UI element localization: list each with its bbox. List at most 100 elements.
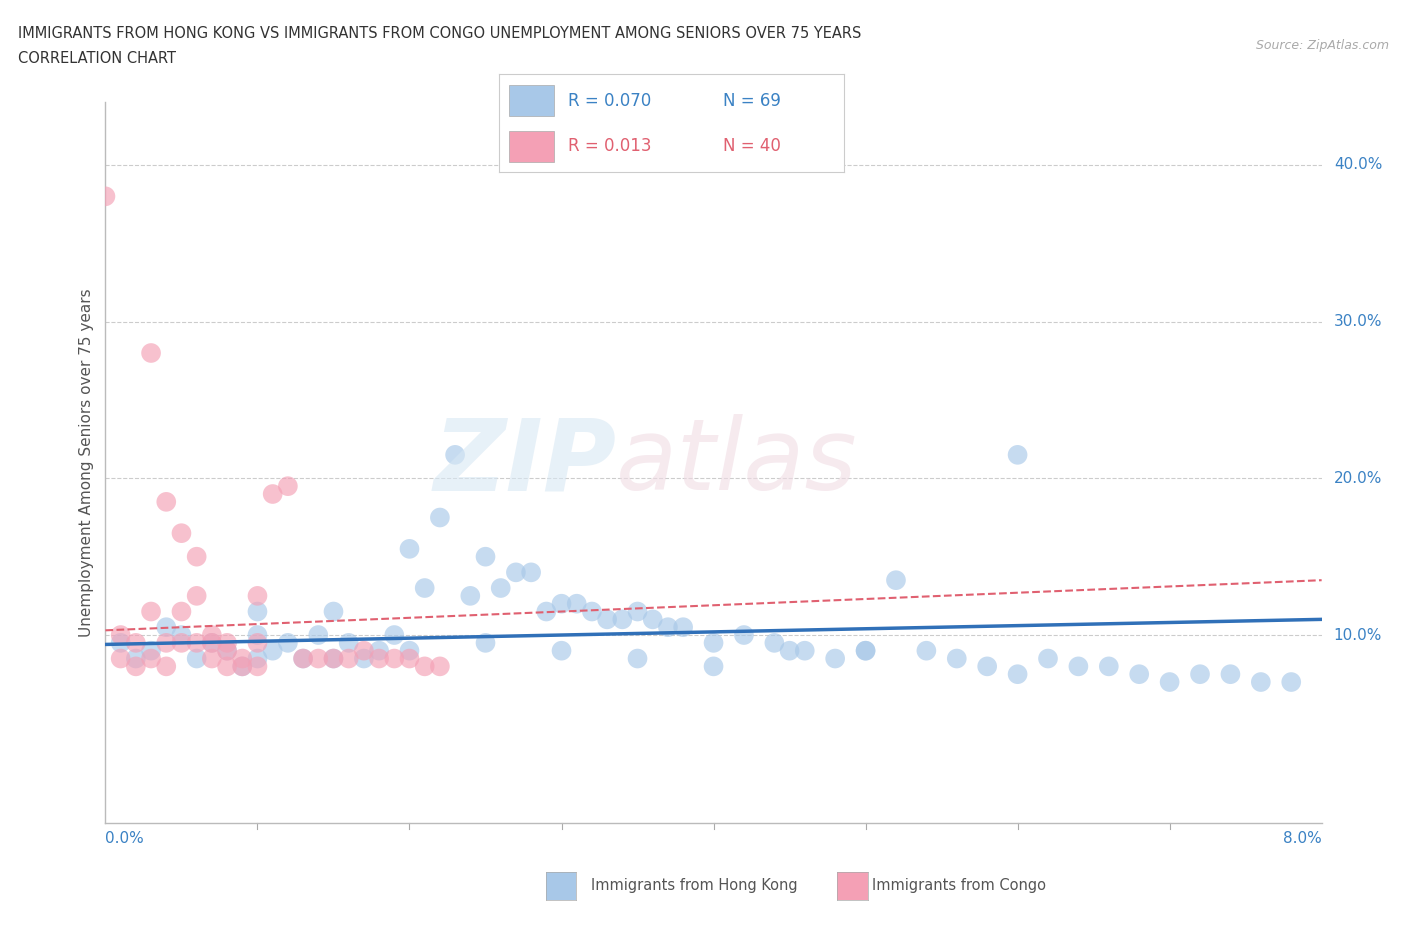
Point bbox=[413, 580, 436, 595]
Point bbox=[458, 589, 481, 604]
Point bbox=[1036, 651, 1059, 666]
Point bbox=[581, 604, 603, 619]
Point bbox=[1007, 447, 1029, 462]
Point bbox=[217, 635, 239, 650]
Point bbox=[246, 589, 269, 604]
Point bbox=[155, 635, 177, 650]
Point bbox=[170, 635, 193, 650]
Point bbox=[489, 580, 512, 595]
Point bbox=[322, 604, 344, 619]
Point bbox=[429, 659, 451, 674]
Point bbox=[626, 651, 648, 666]
Point bbox=[217, 659, 239, 674]
Point bbox=[246, 604, 269, 619]
Point bbox=[139, 644, 162, 658]
Point bbox=[474, 550, 496, 565]
Point bbox=[322, 651, 344, 666]
Point bbox=[1188, 667, 1211, 682]
Point bbox=[596, 612, 619, 627]
Point bbox=[1098, 659, 1121, 674]
Point bbox=[231, 651, 253, 666]
Text: N = 40: N = 40 bbox=[723, 137, 780, 154]
Point bbox=[382, 651, 405, 666]
Point bbox=[337, 651, 360, 666]
Point bbox=[139, 346, 162, 361]
Point bbox=[110, 635, 132, 650]
Point bbox=[520, 565, 543, 579]
Point bbox=[641, 612, 664, 627]
Point bbox=[353, 644, 375, 658]
Text: ZIP: ZIP bbox=[433, 414, 616, 512]
Point bbox=[125, 651, 148, 666]
Point bbox=[779, 644, 801, 658]
Point bbox=[217, 644, 239, 658]
Point bbox=[155, 495, 177, 510]
Point bbox=[337, 635, 360, 650]
Point bbox=[855, 644, 877, 658]
Text: 10.0%: 10.0% bbox=[1334, 628, 1382, 643]
Point bbox=[612, 612, 634, 627]
Point bbox=[186, 550, 208, 565]
Point bbox=[1219, 667, 1241, 682]
Point bbox=[626, 604, 648, 619]
Point bbox=[262, 486, 284, 501]
Point bbox=[201, 651, 224, 666]
Point bbox=[444, 447, 467, 462]
Text: 20.0%: 20.0% bbox=[1334, 471, 1382, 485]
Point bbox=[110, 628, 132, 643]
Text: 30.0%: 30.0% bbox=[1334, 314, 1382, 329]
Point bbox=[170, 604, 193, 619]
Point bbox=[565, 596, 588, 611]
Point bbox=[155, 659, 177, 674]
Point bbox=[246, 659, 269, 674]
Y-axis label: Unemployment Among Seniors over 75 years: Unemployment Among Seniors over 75 years bbox=[79, 288, 94, 637]
Point bbox=[1007, 667, 1029, 682]
Point bbox=[170, 525, 193, 540]
Point bbox=[429, 510, 451, 525]
Point bbox=[94, 189, 117, 204]
Point bbox=[398, 651, 420, 666]
Text: Source: ZipAtlas.com: Source: ZipAtlas.com bbox=[1256, 39, 1389, 52]
FancyBboxPatch shape bbox=[509, 131, 554, 163]
Point bbox=[139, 604, 162, 619]
Point bbox=[186, 589, 208, 604]
Point bbox=[125, 635, 148, 650]
Text: 40.0%: 40.0% bbox=[1334, 157, 1382, 172]
Point bbox=[1250, 674, 1272, 689]
Point bbox=[307, 628, 329, 643]
Point bbox=[217, 644, 239, 658]
Point bbox=[353, 651, 375, 666]
Point bbox=[733, 628, 755, 643]
Point bbox=[855, 644, 877, 658]
Point bbox=[672, 619, 695, 634]
Point bbox=[1279, 674, 1302, 689]
Point bbox=[976, 659, 998, 674]
Text: atlas: atlas bbox=[616, 414, 858, 512]
Point bbox=[125, 659, 148, 674]
Point bbox=[398, 541, 420, 556]
Point bbox=[139, 651, 162, 666]
Point bbox=[474, 635, 496, 650]
Point bbox=[413, 659, 436, 674]
Point bbox=[322, 651, 344, 666]
Point bbox=[702, 635, 725, 650]
Point bbox=[536, 604, 558, 619]
Point bbox=[186, 635, 208, 650]
Point bbox=[170, 628, 193, 643]
Point bbox=[201, 628, 224, 643]
Point bbox=[277, 635, 299, 650]
Point bbox=[398, 644, 420, 658]
Point bbox=[824, 651, 846, 666]
Point bbox=[292, 651, 315, 666]
Point bbox=[201, 635, 224, 650]
Point bbox=[201, 635, 224, 650]
Point bbox=[246, 628, 269, 643]
Text: 8.0%: 8.0% bbox=[1282, 830, 1322, 846]
Point bbox=[307, 651, 329, 666]
Point bbox=[763, 635, 786, 650]
Point bbox=[368, 651, 391, 666]
Point bbox=[1067, 659, 1090, 674]
Point bbox=[155, 619, 177, 634]
Point bbox=[292, 651, 315, 666]
Point bbox=[1128, 667, 1150, 682]
